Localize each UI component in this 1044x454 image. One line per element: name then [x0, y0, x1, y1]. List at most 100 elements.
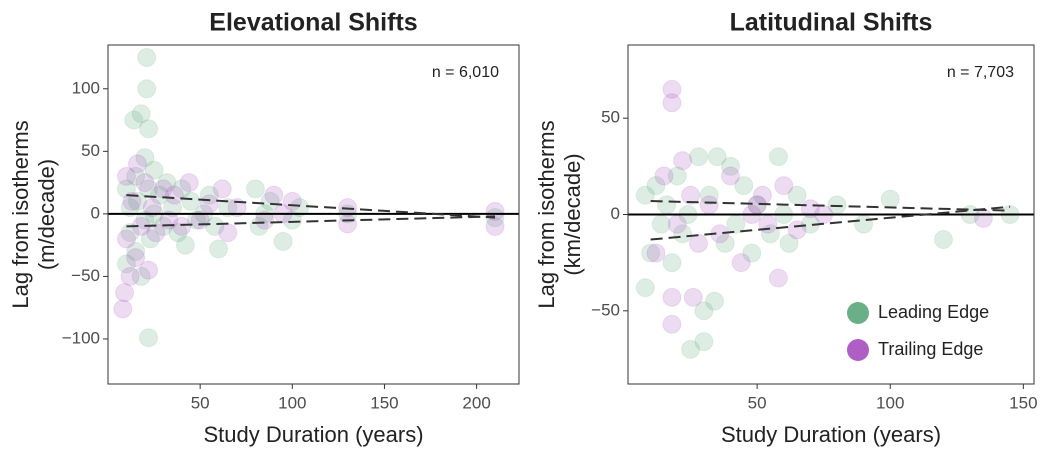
- point: [137, 48, 157, 68]
- chart-title: Latitudinal Shifts: [730, 9, 933, 37]
- point: [181, 191, 201, 211]
- point: [651, 214, 671, 234]
- point: [157, 173, 177, 193]
- point: [720, 156, 740, 176]
- point: [218, 223, 238, 243]
- point: [122, 191, 142, 211]
- point: [139, 328, 159, 348]
- y-tick-label: −50: [71, 266, 100, 285]
- x-tick-label: 150: [1009, 393, 1037, 412]
- legend-label: Trailing Edge: [878, 339, 983, 359]
- point: [707, 147, 727, 167]
- point: [933, 230, 953, 250]
- trend-line: [650, 205, 1011, 241]
- x-axis-label: Study Duration (years): [721, 422, 941, 447]
- point: [172, 216, 192, 236]
- point: [116, 229, 136, 249]
- x-axis-label: Study Duration (years): [203, 422, 423, 447]
- point: [179, 173, 199, 193]
- point: [116, 254, 136, 274]
- point: [150, 185, 170, 205]
- trend-line: [126, 215, 496, 228]
- y-axis-label: (m/decade): [34, 159, 59, 270]
- point: [131, 104, 151, 124]
- point: [646, 243, 666, 263]
- point: [662, 79, 682, 99]
- x-tick-label: 50: [748, 393, 767, 412]
- y-tick-label: 50: [601, 108, 620, 127]
- point: [973, 208, 993, 228]
- point: [140, 229, 160, 249]
- point: [273, 231, 293, 251]
- point: [641, 243, 661, 263]
- point: [635, 278, 655, 298]
- point: [774, 176, 794, 196]
- point: [681, 339, 701, 359]
- annotation: n = 6,010: [432, 64, 499, 81]
- point: [681, 185, 701, 205]
- point: [715, 233, 735, 253]
- point: [264, 185, 284, 205]
- y-tick-label: −100: [62, 328, 100, 347]
- point: [126, 241, 146, 261]
- point: [255, 210, 275, 230]
- point: [144, 160, 164, 180]
- point: [752, 185, 772, 205]
- point: [139, 260, 159, 280]
- chart-title: Elevational Shifts: [209, 9, 417, 37]
- point: [662, 253, 682, 273]
- point: [667, 214, 687, 234]
- point: [146, 223, 166, 243]
- point: [657, 195, 677, 215]
- point: [705, 291, 725, 311]
- point: [683, 287, 703, 307]
- point: [135, 173, 155, 193]
- point: [126, 166, 146, 186]
- point: [694, 301, 714, 321]
- point: [667, 166, 687, 186]
- point: [731, 253, 751, 273]
- point: [282, 191, 302, 211]
- point: [880, 189, 900, 209]
- x-tick-label: 100: [278, 393, 306, 412]
- y-axis-label: Lag from isotherms: [534, 120, 559, 308]
- point: [260, 191, 280, 211]
- legend-label: Leading Edge: [878, 302, 989, 322]
- point: [168, 223, 188, 243]
- annotation: n = 7,703: [947, 64, 1014, 81]
- point: [120, 266, 140, 286]
- y-axis-label: (km/decade): [560, 153, 585, 275]
- point: [654, 166, 674, 186]
- point: [116, 166, 136, 186]
- point: [199, 194, 219, 214]
- point: [113, 299, 133, 319]
- y-axis-label: Lag from isotherms: [8, 120, 33, 308]
- point: [720, 166, 740, 186]
- point: [338, 214, 358, 234]
- y-tick-label: 0: [91, 203, 100, 222]
- x-tick-label: 150: [370, 393, 398, 412]
- y-tick-label: 100: [72, 78, 100, 97]
- point: [120, 198, 140, 218]
- point: [779, 233, 799, 253]
- point: [127, 191, 147, 211]
- point: [646, 176, 666, 196]
- point: [135, 210, 155, 230]
- point: [742, 243, 762, 263]
- x-tick-label: 100: [876, 393, 904, 412]
- y-tick-label: 50: [81, 141, 100, 160]
- plot-frame: [627, 44, 1035, 385]
- x-tick-label: 50: [191, 393, 210, 412]
- point: [734, 176, 754, 196]
- point: [689, 233, 709, 253]
- point: [131, 266, 151, 286]
- point: [290, 198, 310, 218]
- y-tick-label: 0: [611, 204, 620, 223]
- plot-frame: [107, 44, 520, 385]
- point: [115, 283, 135, 303]
- point: [768, 147, 788, 167]
- point: [139, 179, 159, 199]
- point: [120, 223, 140, 243]
- point: [787, 220, 807, 240]
